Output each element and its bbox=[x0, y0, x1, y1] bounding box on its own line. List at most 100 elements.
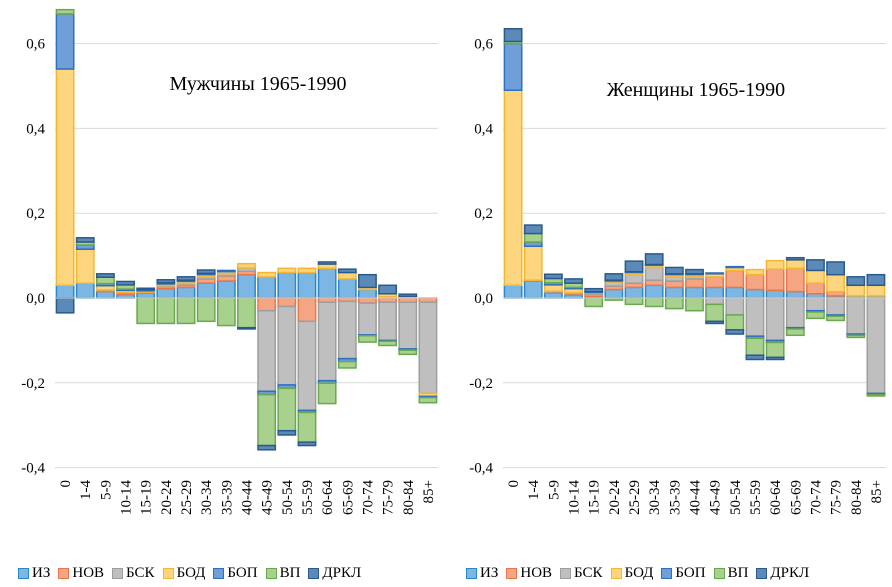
bar-ДРКЛ-80-84 bbox=[846, 276, 866, 287]
y-tick-label: 0,6 bbox=[26, 37, 45, 53]
bar-БСК-70-74 bbox=[806, 297, 825, 312]
bar-ДРКЛ-65-69 bbox=[337, 268, 357, 274]
bar-ИЗ-50-54 bbox=[725, 286, 745, 299]
y-tick-label: 0,0 bbox=[474, 291, 493, 307]
bar-ВП-55-59 bbox=[297, 411, 317, 443]
x-tick-label: 15-19 bbox=[587, 480, 603, 515]
legend-item-ИЗ: ИЗ bbox=[18, 565, 50, 582]
bar-ИЗ-45-49 bbox=[257, 276, 277, 299]
bar-ДРКЛ-55-59 bbox=[745, 354, 765, 361]
legend-item-БСК: БСК bbox=[112, 565, 155, 582]
bar-ДРКЛ-0 bbox=[503, 28, 523, 43]
bar-БСК-50-54 bbox=[277, 305, 297, 386]
bar-ДРКЛ-25-29 bbox=[624, 260, 644, 273]
bar-ДРКЛ-35-39 bbox=[664, 266, 684, 275]
bar-ИЗ-0 bbox=[503, 284, 523, 299]
legend-swatch bbox=[18, 567, 29, 579]
x-tick-label: 40-44 bbox=[240, 480, 256, 515]
x-tick-label: 80-84 bbox=[849, 480, 865, 515]
bar-ДРКЛ-30-34 bbox=[196, 269, 216, 275]
bar-ВП-20-24 bbox=[156, 297, 176, 325]
x-tick-label: 80-84 bbox=[401, 480, 417, 515]
bar-БСК-80-84 bbox=[846, 297, 866, 335]
x-tick-label: 30-34 bbox=[199, 480, 215, 515]
bar-БОД-40-44 bbox=[237, 262, 256, 269]
bar-БСК-75-79 bbox=[826, 297, 846, 316]
bar-НОВ-65-69 bbox=[785, 267, 805, 293]
bar-ДРКЛ-45-49 bbox=[257, 444, 277, 451]
bar-ВП-70-74 bbox=[358, 334, 377, 343]
y-tick-label: 0,2 bbox=[474, 206, 493, 222]
legend-label: БОД bbox=[176, 564, 206, 581]
bar-НОВ-50-54 bbox=[725, 269, 745, 289]
bar-БОД-70-74 bbox=[806, 269, 825, 284]
bar-ДРКЛ-1-4 bbox=[75, 237, 95, 243]
chart-title: Мужчины 1965-1990 bbox=[170, 73, 347, 95]
bar-БСК-45-49 bbox=[257, 309, 277, 393]
bar-ВП-65-69 bbox=[785, 328, 805, 337]
bar-ВП-65-69 bbox=[337, 360, 357, 369]
bar-ВП-1-4 bbox=[523, 232, 543, 243]
x-tick-label: 55-59 bbox=[300, 480, 316, 515]
bar-ВП-15-19 bbox=[584, 297, 604, 308]
legend-item-БОП: БОП bbox=[661, 564, 706, 582]
legend-swatch bbox=[560, 567, 572, 579]
bar-ДРКЛ-45-49 bbox=[705, 320, 725, 325]
legend-item-БОП: БОП bbox=[213, 565, 258, 582]
bar-ИЗ-60-64 bbox=[317, 267, 337, 299]
bar-БСК-60-64 bbox=[765, 297, 785, 342]
bar-ИЗ-15-19 bbox=[136, 292, 156, 299]
bar-НОВ-50-54 bbox=[277, 297, 297, 308]
x-tick-label: 20-24 bbox=[159, 480, 175, 515]
legend-swatch bbox=[756, 567, 768, 579]
bar-ИЗ-25-29 bbox=[624, 286, 644, 299]
bar-ВП-60-64 bbox=[317, 382, 337, 405]
x-tick-label: 75-79 bbox=[829, 480, 845, 515]
bar-ВП-15-19 bbox=[136, 297, 156, 325]
bar-ВП-70-74 bbox=[806, 311, 825, 320]
bar-БСК-65-69 bbox=[785, 297, 805, 329]
bar-НОВ-40-44 bbox=[685, 278, 704, 289]
chart-title: Женщины 1965-1990 bbox=[607, 79, 785, 101]
bar-ВП-30-34 bbox=[196, 297, 216, 323]
legend-item-НОВ: НОВ bbox=[506, 565, 552, 582]
bar-ВП-45-49 bbox=[257, 393, 277, 447]
legend-swatch bbox=[265, 567, 277, 579]
bar-БОП-45-49 bbox=[705, 272, 725, 275]
bar-БСК-80-84 bbox=[398, 301, 418, 350]
bar-ИЗ-0 bbox=[55, 284, 75, 299]
bar-НОВ-45-49 bbox=[257, 297, 277, 312]
bar-ВП-5-9 bbox=[95, 276, 115, 285]
y-tick-label: -0,2 bbox=[469, 376, 493, 392]
y-tick-label: -0,2 bbox=[21, 376, 45, 392]
bar-БОД-75-79 bbox=[826, 273, 846, 293]
x-tick-label: 65-69 bbox=[340, 480, 356, 515]
bar-ДРКЛ-55-59 bbox=[297, 441, 317, 447]
bar-ДРКЛ-70-74 bbox=[358, 273, 377, 289]
bar-ДРКЛ-60-64 bbox=[317, 261, 337, 265]
bar-БОП-35-39 bbox=[216, 269, 236, 273]
bar-ДРКЛ-80-84 bbox=[398, 293, 418, 298]
bar-ВП-60-64 bbox=[765, 341, 785, 359]
legend-swatch bbox=[661, 567, 673, 579]
bar-ДРКЛ-1-4 bbox=[523, 224, 543, 235]
legend-label: БОП bbox=[675, 564, 706, 581]
legend-label: ВП bbox=[727, 564, 749, 581]
bar-ВП-75-79 bbox=[826, 315, 846, 322]
bar-ИЗ-25-29 bbox=[176, 286, 196, 299]
y-tick-label: -0,4 bbox=[469, 461, 493, 477]
y-tick-label: 0,0 bbox=[26, 291, 45, 307]
x-tick-label: 75-79 bbox=[381, 480, 397, 515]
bar-ИЗ-30-34 bbox=[644, 284, 664, 299]
legend-label: ДРКЛ bbox=[322, 564, 362, 581]
legend-swatch bbox=[506, 567, 518, 579]
bar-ДРКЛ-70-74 bbox=[806, 259, 825, 272]
bar-БСК-85+ bbox=[866, 297, 886, 395]
x-tick-label: 60-64 bbox=[768, 480, 784, 515]
x-tick-label: 10-14 bbox=[119, 480, 135, 515]
x-tick-label: 20-24 bbox=[607, 480, 623, 515]
legend-swatch bbox=[162, 567, 174, 579]
y-tick-label: 0,6 bbox=[474, 37, 493, 53]
x-tick-label: 15-19 bbox=[139, 480, 155, 515]
bar-ДРКЛ-75-79 bbox=[378, 284, 398, 295]
